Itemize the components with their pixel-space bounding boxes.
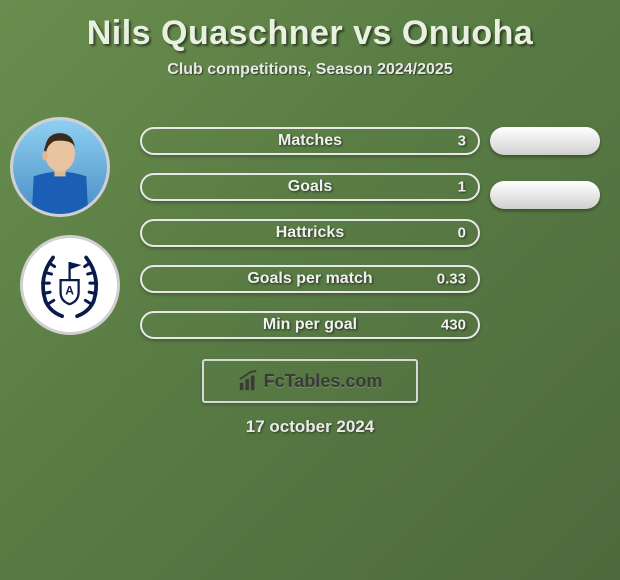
page-title: Nils Quaschner vs Onuoha xyxy=(0,14,620,53)
stat-value: 0.33 xyxy=(437,271,466,288)
opponent-pill-goals xyxy=(490,181,600,209)
stat-label: Hattricks xyxy=(276,224,344,242)
site-logo-box: FcTables.com xyxy=(202,359,418,403)
player-avatar-image xyxy=(13,120,107,214)
snapshot-date: 17 october 2024 xyxy=(246,417,375,437)
stat-value: 1 xyxy=(458,179,466,196)
club-badge: A xyxy=(20,235,120,335)
svg-text:A: A xyxy=(66,284,75,298)
page-subtitle: Club competitions, Season 2024/2025 xyxy=(0,61,620,79)
stat-value: 3 xyxy=(458,133,466,150)
opponent-pill-matches xyxy=(490,127,600,155)
site-logo-text: FcTables.com xyxy=(264,371,383,392)
stat-value: 430 xyxy=(441,317,466,334)
club-badge-image: A xyxy=(32,247,107,322)
stat-label: Min per goal xyxy=(263,316,357,334)
stat-label: Goals per match xyxy=(247,270,372,288)
stat-label: Goals xyxy=(288,178,332,196)
stat-row-goals: Goals 1 xyxy=(140,173,480,201)
comparison-card: Nils Quaschner vs Onuoha Club competitio… xyxy=(0,0,620,79)
bar-chart-icon xyxy=(238,370,260,392)
stat-row-gpm: Goals per match 0.33 xyxy=(140,265,480,293)
stat-row-hattricks: Hattricks 0 xyxy=(140,219,480,247)
stat-row-matches: Matches 3 xyxy=(140,127,480,155)
stat-value: 0 xyxy=(458,225,466,242)
stat-row-mpg: Min per goal 430 xyxy=(140,311,480,339)
stat-label: Matches xyxy=(278,132,342,150)
player-avatar xyxy=(10,117,110,217)
stat-rows: Matches 3 Goals 1 Hattricks 0 Goals per … xyxy=(140,127,480,357)
